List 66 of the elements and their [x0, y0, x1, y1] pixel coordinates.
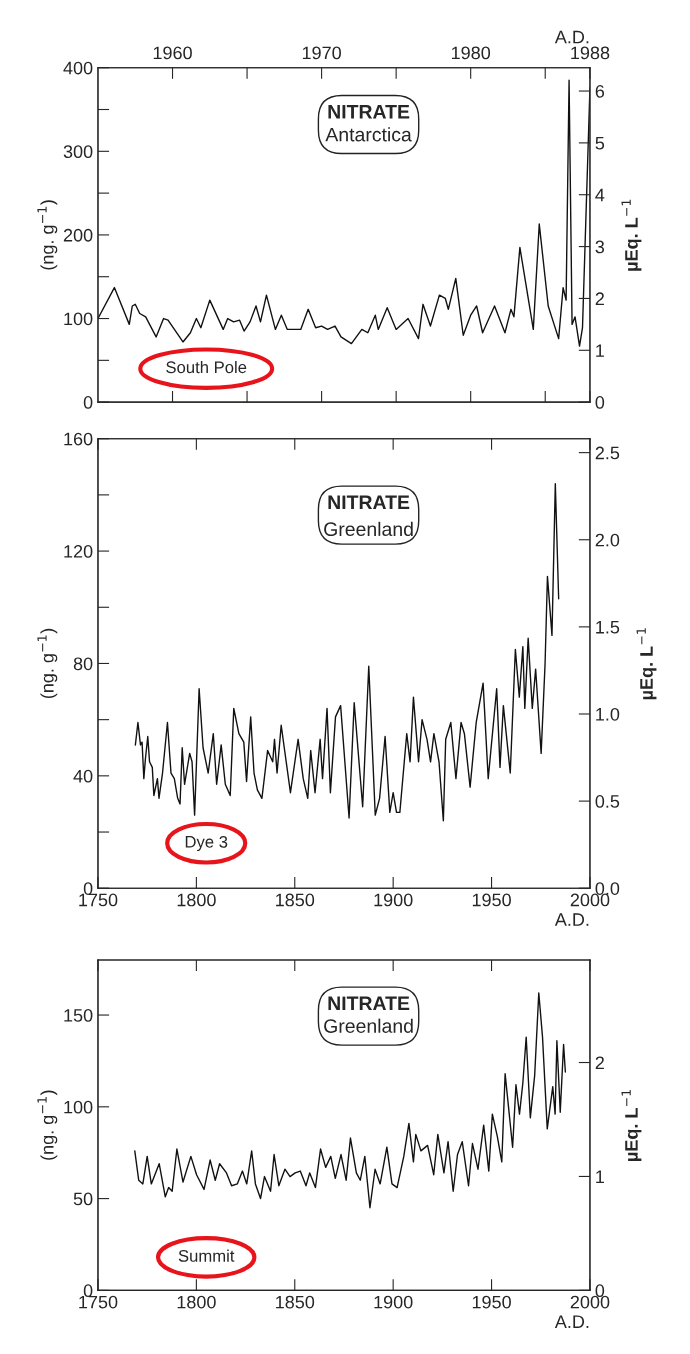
y-tick-label: 120: [64, 545, 93, 558]
y2-tick-label: 2: [595, 1056, 604, 1070]
annotation: South Pole: [166, 360, 247, 374]
y2-tick-label: 6: [595, 84, 605, 98]
y-axis-title: (ng. g$^{−1}$): [37, 628, 58, 699]
x-tick-label: 1950: [472, 893, 511, 907]
y2-tick-label: 1: [596, 1170, 604, 1183]
x-axis-title: A.D.: [554, 30, 589, 44]
x-tick-label: 1900: [374, 1295, 413, 1309]
y2-tick-label: 1: [596, 344, 604, 357]
x-tick-label: 1900: [374, 893, 413, 907]
y2-tick-label: 0.5: [595, 795, 620, 808]
y-tick-label: 0: [83, 1284, 93, 1298]
x-axis-title: A.D.: [554, 1315, 589, 1328]
y2-tick-label: 1.0: [596, 707, 620, 721]
y2-tick-label: 5: [595, 137, 605, 150]
y-tick-label: 0: [83, 396, 93, 409]
y2-tick-label: 0.0: [595, 882, 620, 895]
y-tick-label: 150: [64, 1008, 93, 1022]
x-tick-label: 1850: [276, 893, 315, 907]
y2-tick-label: 2.5: [595, 446, 620, 460]
x-tick-label: 1750: [79, 893, 118, 907]
x-tick-label: 1800: [177, 893, 216, 907]
y-tick-label: 40: [73, 769, 93, 783]
x-tick-label: 1988: [571, 46, 610, 60]
y-axis-title: (ng. g$^{−1}$): [37, 200, 58, 270]
line-series: [97, 79, 590, 347]
y2-tick-label: 4: [595, 188, 605, 202]
y-axis-title: (ng. g$^{−1}$): [37, 1090, 58, 1160]
annotation: Antarctica: [325, 127, 412, 142]
x-tick-label: 2000: [570, 1295, 610, 1309]
y2-tick-label: 2: [595, 292, 604, 305]
y2-tick-label: 2.0: [595, 533, 620, 547]
y2-tick-label: 3: [595, 240, 605, 254]
annotation: Summit: [178, 1249, 235, 1262]
x-tick-label: 1950: [472, 1295, 511, 1309]
y-tick-label: 100: [64, 1100, 93, 1114]
annotation: Greenland: [324, 1018, 413, 1033]
x-tick-label: 1850: [276, 1295, 315, 1309]
annotation: NITRATE: [328, 996, 410, 1010]
y-tick-label: 300: [63, 145, 93, 159]
x-tick-label: 1970: [302, 46, 341, 60]
y2-tick-label: 0: [595, 396, 605, 409]
y-tick-label: 160: [64, 432, 93, 446]
y-tick-label: 200: [63, 228, 93, 242]
y2-axis-title: µEq. L$^{−1}$: [621, 1089, 642, 1161]
y2-axis-title: µEq. L$^{−1}$: [636, 628, 657, 700]
y-tick-label: 50: [73, 1192, 93, 1206]
x-tick-label: 1800: [177, 1295, 216, 1309]
y-tick-label: 100: [64, 312, 93, 326]
annotation: NITRATE: [328, 105, 410, 119]
annotation: Dye 3: [185, 835, 228, 852]
x-tick-label: 1750: [79, 1295, 118, 1309]
y2-axis-title: µEq. L$^{−1}$: [621, 199, 642, 271]
x-tick-label: 1980: [451, 46, 491, 60]
x-tick-label: 2000: [570, 893, 610, 907]
x-tick-label: 1960: [153, 46, 192, 60]
x-axis-title: A.D.: [554, 913, 589, 926]
y-tick-label: 400: [63, 61, 93, 75]
annotation: Greenland: [324, 521, 413, 537]
y2-tick-label: 1.5: [596, 620, 620, 634]
annotation: NITRATE: [328, 495, 410, 509]
line-series: [134, 482, 560, 822]
y-tick-label: 80: [73, 657, 93, 671]
line-series: [134, 992, 567, 1209]
y-tick-label: 0: [83, 882, 93, 895]
